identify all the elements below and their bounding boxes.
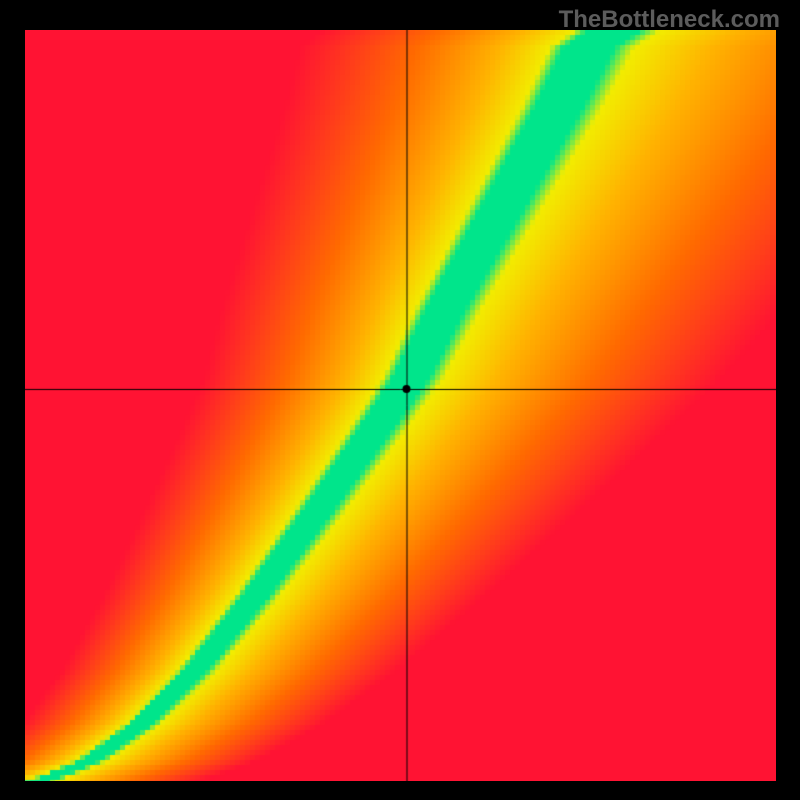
chart-container: { "watermark": "TheBottleneck.com", "cha… — [0, 0, 800, 800]
bottleneck-heatmap — [25, 30, 776, 781]
watermark-text: TheBottleneck.com — [559, 6, 780, 34]
